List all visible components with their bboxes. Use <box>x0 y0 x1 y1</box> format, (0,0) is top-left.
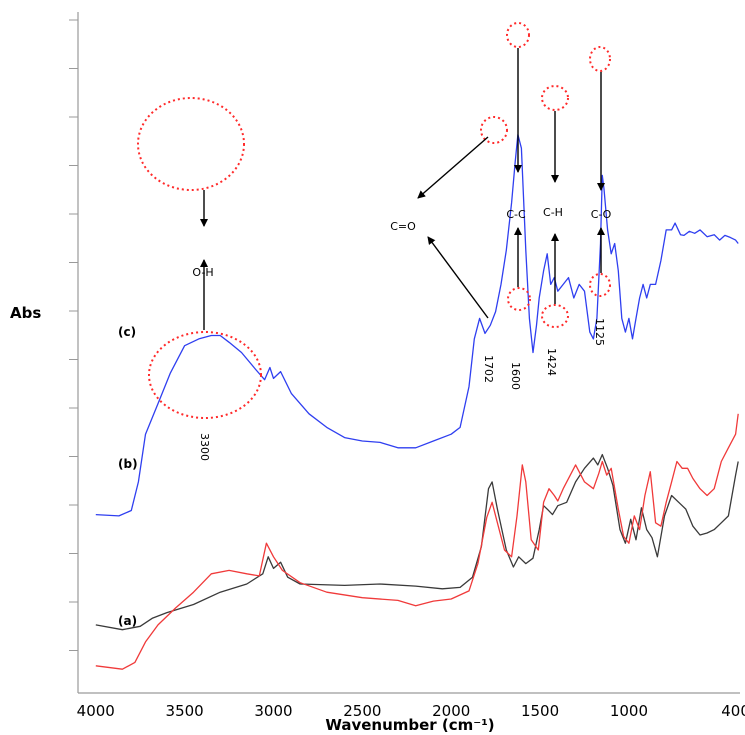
peak-label-1600: 1600 <box>509 362 522 390</box>
y-axis-title: Abs <box>10 304 41 322</box>
highlight-ellipses <box>137 22 611 419</box>
c-o-ellipse-c <box>589 46 611 72</box>
series-group <box>95 133 739 670</box>
cc-ellipse-b <box>507 287 531 311</box>
group-label-ch: C-H <box>543 206 563 219</box>
x-tick-label: 4000 <box>77 702 115 720</box>
oh-ellipse-b <box>148 331 262 419</box>
oh-ellipse-c <box>137 97 245 191</box>
peak-label-3300: 3300 <box>198 433 211 461</box>
x-tick-label: 400 <box>721 702 745 720</box>
x-tick-label: 3500 <box>166 702 204 720</box>
x-tick-label: 2000 <box>432 702 470 720</box>
group-label-co-single: C-O <box>591 208 612 221</box>
peak-label-1702: 1702 <box>482 355 495 383</box>
x-tick-label: 3000 <box>254 702 292 720</box>
x-ticks: 4000 3500 3000 2500 2000 1500 1000 400 <box>77 702 745 720</box>
series-line-a <box>95 453 739 631</box>
group-label-cc: C-C <box>506 208 526 221</box>
group-label-oh: O-H <box>192 266 213 279</box>
group-label-co-double: C=O <box>390 220 416 233</box>
series-label-c: (c) <box>118 325 136 339</box>
co-ellipse-c <box>480 116 508 144</box>
series-line-b <box>95 413 739 670</box>
y-ticks <box>69 19 78 651</box>
ch-ellipse-b <box>541 304 569 328</box>
x-tick-label: 1500 <box>521 702 559 720</box>
co-arrow-to-label <box>417 136 489 199</box>
ch-ellipse-c <box>541 85 569 111</box>
peak-label-1125: 1125 <box>593 318 606 346</box>
x-tick-label: 1000 <box>610 702 648 720</box>
series-label-b: (b) <box>118 457 138 471</box>
x-tick-label: 2500 <box>343 702 381 720</box>
cc-ellipse-c <box>506 22 530 48</box>
co-arrow-from-b <box>427 236 489 319</box>
series-line-c <box>95 133 739 517</box>
c-o-ellipse-b <box>589 273 611 297</box>
x-axis-title: Wavenumber (cm⁻¹) <box>325 716 494 734</box>
annotation-arrows <box>200 48 605 330</box>
series-label-a: (a) <box>118 614 137 628</box>
peak-label-1424: 1424 <box>545 348 558 376</box>
